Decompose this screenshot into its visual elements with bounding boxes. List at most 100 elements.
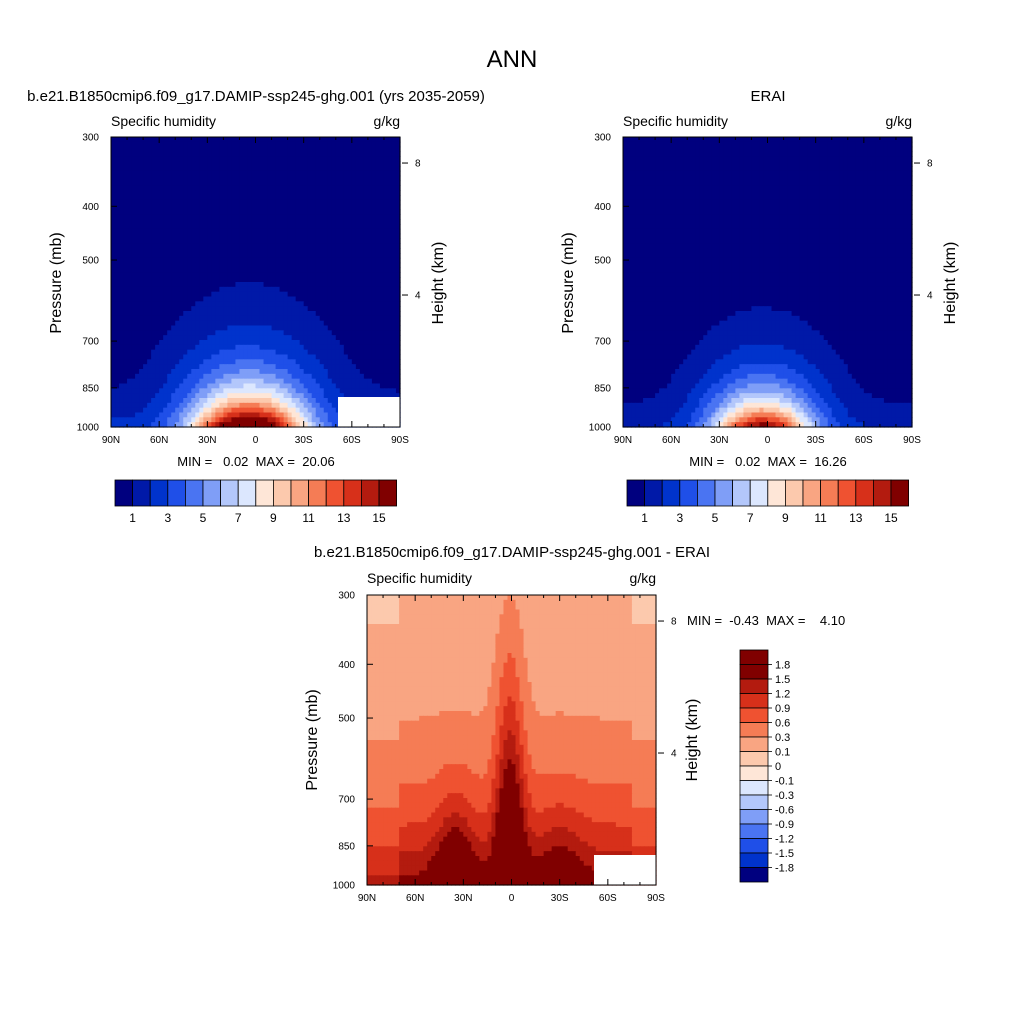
contour-cell	[780, 147, 785, 152]
contour-cell	[211, 316, 216, 321]
contour-cell	[167, 200, 172, 205]
contour-cell	[280, 355, 285, 360]
contour-cell	[324, 384, 329, 389]
contour-cell	[272, 321, 277, 326]
contour-cell	[127, 137, 132, 142]
contour-cell	[707, 137, 712, 142]
contour-cell	[231, 263, 236, 268]
contour-cell	[191, 253, 196, 258]
contour-cell	[324, 224, 329, 229]
contour-cell	[251, 253, 256, 258]
contour-cell	[312, 263, 317, 268]
contour-cell	[356, 340, 361, 345]
contour-cell	[199, 258, 204, 263]
contour-cell	[183, 316, 188, 321]
contour-cell	[187, 277, 192, 282]
contour-cell	[127, 393, 132, 398]
contour-cell	[280, 297, 285, 302]
contour-cell	[296, 210, 301, 215]
contour-cell	[316, 243, 321, 248]
contour-cell	[239, 258, 244, 263]
contour-cell	[316, 253, 321, 258]
contour-cell	[312, 393, 317, 398]
contour-cell	[215, 239, 220, 244]
contour-cell	[324, 311, 329, 316]
contour-cell	[268, 306, 273, 311]
contour-cell	[296, 248, 301, 253]
contour-cell	[872, 161, 877, 166]
contour-cell	[119, 379, 124, 384]
contour-cell	[284, 243, 289, 248]
contour-cell	[264, 156, 269, 161]
contour-cell	[280, 185, 285, 190]
contour-cell	[195, 277, 200, 282]
contour-cell	[300, 176, 305, 181]
contour-cell	[207, 200, 212, 205]
contour-cell	[280, 229, 285, 234]
contour-cell	[155, 200, 160, 205]
contour-cell	[223, 369, 228, 374]
contour-cell	[272, 326, 277, 331]
contour-cell	[324, 210, 329, 215]
contour-cell	[336, 253, 341, 258]
contour-cell	[243, 282, 248, 287]
contour-cell	[243, 195, 248, 200]
contour-cell	[155, 374, 160, 379]
contour-cell	[111, 248, 116, 253]
contour-cell	[207, 340, 212, 345]
contour-cell	[372, 268, 377, 273]
contour-cell	[312, 335, 317, 340]
contour-cell	[316, 326, 321, 331]
contour-cell	[159, 311, 164, 316]
contour-cell	[376, 190, 381, 195]
contour-cell	[336, 355, 341, 360]
contour-cell	[111, 301, 116, 306]
contour-cell	[671, 171, 676, 176]
contour-cell	[143, 359, 148, 364]
contour-cell	[243, 156, 248, 161]
contour-cell	[292, 417, 297, 422]
contour-cell	[288, 219, 293, 224]
contour-cell	[119, 369, 124, 374]
contour-cell	[328, 248, 333, 253]
contour-cell	[115, 417, 120, 422]
contour-cell	[155, 147, 160, 152]
contour-cell	[308, 219, 313, 224]
contour-cell	[328, 301, 333, 306]
contour-cell	[292, 142, 297, 147]
contour-cell	[187, 292, 192, 297]
contour-cell	[135, 234, 140, 239]
contour-cell	[384, 229, 389, 234]
contour-cell	[211, 248, 216, 253]
contour-cell	[300, 190, 305, 195]
contour-cell	[888, 152, 893, 157]
contour-cell	[195, 335, 200, 340]
contour-cell	[372, 287, 377, 292]
contour-cell	[155, 355, 160, 360]
contour-cell	[256, 161, 261, 166]
contour-cell	[280, 200, 285, 205]
contour-cell	[711, 156, 716, 161]
contour-cell	[264, 142, 269, 147]
contour-cell	[888, 142, 893, 147]
contour-cell	[111, 239, 116, 244]
contour-cell	[388, 147, 393, 152]
contour-cell	[900, 161, 905, 166]
contour-cell	[247, 161, 252, 166]
contour-cell	[155, 384, 160, 389]
contour-cell	[836, 171, 841, 176]
contour-cell	[328, 330, 333, 335]
contour-cell	[179, 301, 184, 306]
contour-cell	[171, 287, 176, 292]
contour-cell	[175, 147, 180, 152]
contour-cell	[679, 142, 684, 147]
contour-cell	[352, 137, 357, 142]
contour-cell	[308, 297, 313, 302]
contour-cell	[332, 166, 337, 171]
contour-cell	[119, 210, 124, 215]
contour-cell	[372, 219, 377, 224]
contour-cell	[388, 248, 393, 253]
contour-cell	[111, 316, 116, 321]
contour-cell	[215, 272, 220, 277]
contour-cell	[163, 142, 168, 147]
